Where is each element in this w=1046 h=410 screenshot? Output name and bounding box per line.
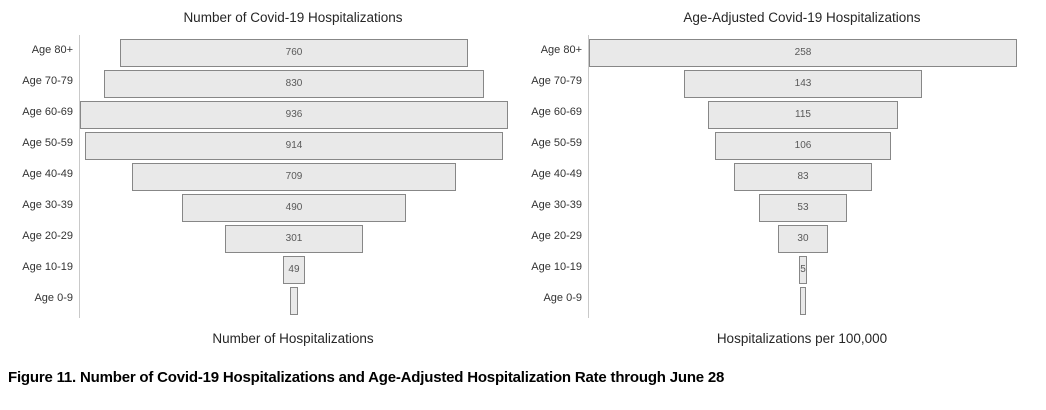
figure-caption: Figure 11. Number of Covid-19 Hospitaliz… (8, 369, 725, 386)
plot-area: 258 143 115 106 83 53 30 5 (588, 35, 1017, 318)
bar: 30 (778, 224, 828, 253)
bar-value-label: 49 (288, 264, 300, 275)
category-labels: Age 80+ Age 70-79 Age 60-69 Age 50-59 Age 40… (0, 35, 79, 318)
chart-body: Age 80+ Age 70-79 Age 60-69 Age 50-59 Age 40… (0, 35, 523, 318)
chart-row: 301 (80, 223, 508, 254)
age-label: Age 60-69 (22, 106, 73, 118)
bar (289, 286, 299, 315)
age-label: Age 50-59 (531, 137, 582, 149)
chart-row: 5 (589, 254, 1017, 285)
chart-row: 53 (589, 192, 1017, 223)
age-label: Age 80+ (540, 44, 582, 56)
chart-body: Age 80+ Age 70-79 Age 60-69 Age 50-59 Age 40… (523, 35, 1046, 318)
age-label: Age 30-39 (22, 199, 73, 211)
bar-value-label: 115 (795, 109, 811, 120)
bar-value-label: 143 (794, 78, 812, 89)
x-axis-label: Hospitalizations per 100,000 (716, 331, 888, 346)
bar: 5 (798, 255, 808, 284)
bar: 830 (104, 69, 484, 98)
age-label: Age 30-39 (531, 199, 582, 211)
age-label: Age 50-59 (22, 137, 73, 149)
bar-value-label: 760 (285, 47, 303, 58)
bar: 490 (181, 193, 407, 222)
age-label: Age 70-79 (22, 75, 73, 87)
chart-row: 30 (589, 223, 1017, 254)
chart-row: 83 (589, 161, 1017, 192)
age-label: Age 70-79 (531, 75, 582, 87)
chart-row: 49 (80, 254, 508, 285)
age-label: Age 10-19 (531, 261, 582, 273)
bar: 115 (707, 100, 899, 129)
bar: 936 (80, 100, 508, 129)
chart-row (80, 285, 508, 316)
bar: 53 (759, 193, 847, 222)
bar-value-label: 490 (285, 202, 303, 213)
x-axis-label: Number of Hospitalizations (212, 331, 374, 346)
chart-row (589, 285, 1017, 316)
age-label: Age 40-49 (22, 168, 73, 180)
chart-row: 490 (80, 192, 508, 223)
age-label: Age 60-69 (531, 106, 582, 118)
age-label: Age 40-49 (531, 168, 582, 180)
bar: 914 (85, 131, 503, 160)
bar-value-label: 83 (797, 171, 809, 182)
bar-value-label: 914 (285, 140, 303, 151)
age-label: Age 10-19 (22, 261, 73, 273)
age-adjusted-rate-chart: Age-Adjusted Covid-19 Hospitalizations A… (523, 0, 1046, 346)
bar-value-label: 301 (285, 233, 303, 244)
chart-row: 709 (80, 161, 508, 192)
bar: 106 (715, 131, 891, 160)
age-label: Age 20-29 (531, 230, 582, 242)
chart-title: Age-Adjusted Covid-19 Hospitalizations (683, 10, 921, 25)
bar: 760 (120, 38, 468, 67)
bar: 83 (734, 162, 872, 191)
bar: 709 (131, 162, 457, 191)
bar: 301 (225, 224, 363, 253)
chart-row: 936 (80, 99, 508, 130)
chart-row: 115 (589, 99, 1017, 130)
category-labels: Age 80+ Age 70-79 Age 60-69 Age 50-59 Age 40… (523, 35, 588, 318)
chart-row: 258 (589, 37, 1017, 68)
chart-row: 760 (80, 37, 508, 68)
bar: 258 (589, 38, 1017, 67)
bar-value-label: 30 (797, 233, 809, 244)
bar (800, 286, 806, 315)
age-label: Age 20-29 (22, 230, 73, 242)
chart-row: 914 (80, 130, 508, 161)
bar: 49 (282, 255, 306, 284)
charts-container: Number of Covid-19 Hospitalizations Age … (0, 0, 1046, 346)
hospitalization-count-chart: Number of Covid-19 Hospitalizations Age … (0, 0, 523, 346)
bar-value-label: 106 (794, 140, 812, 151)
bar-value-label: 53 (797, 202, 809, 213)
bar-value-label: 936 (285, 109, 303, 120)
chart-row: 106 (589, 130, 1017, 161)
age-label: Age 0-9 (543, 292, 582, 304)
chart-row: 830 (80, 68, 508, 99)
bar-value-label: 5 (800, 264, 806, 275)
bar-value-label: 830 (285, 78, 303, 89)
age-label: Age 0-9 (34, 292, 73, 304)
chart-row: 143 (589, 68, 1017, 99)
chart-title: Number of Covid-19 Hospitalizations (183, 10, 403, 25)
bar-value-label: 258 (794, 47, 812, 58)
bar: 143 (684, 69, 922, 98)
bar-value-label: 709 (285, 171, 303, 182)
age-label: Age 80+ (31, 44, 73, 56)
plot-area: 760 830 936 914 709 490 301 49 (79, 35, 508, 318)
